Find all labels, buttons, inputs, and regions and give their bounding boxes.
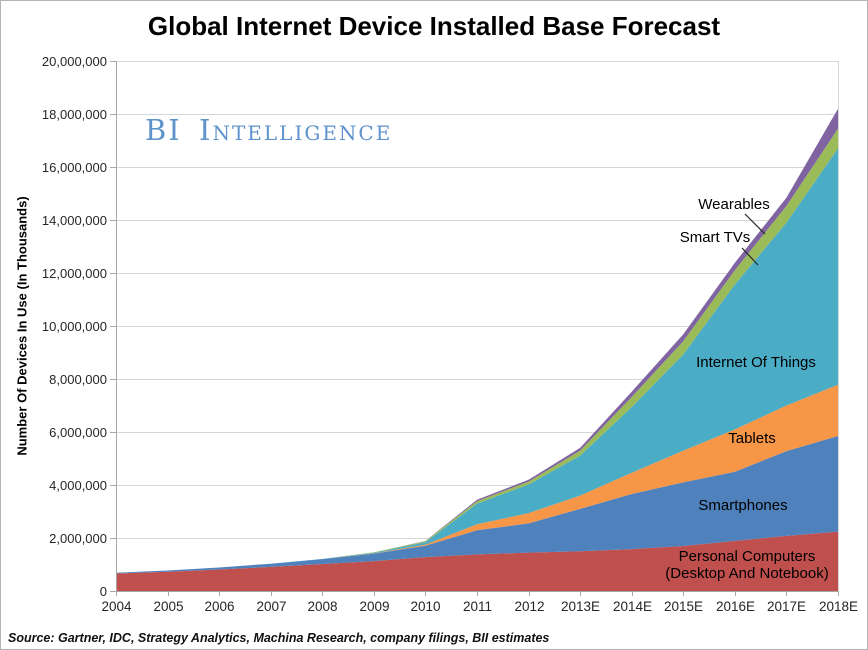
x-tick-label-2011: 2011	[463, 599, 492, 614]
y-tick-label-3: 6,000,000	[49, 425, 107, 440]
x-tick-label-2005: 2005	[153, 599, 183, 614]
series-label-tablets: Tablets	[728, 430, 776, 447]
area-internet-of-things	[116, 148, 838, 573]
y-tick-label-4: 8,000,000	[49, 372, 107, 387]
bi-intelligence-watermark: BI Intelligence	[145, 113, 393, 147]
x-tick-label-2016E: 2016E	[716, 599, 755, 614]
x-tick-label-2006: 2006	[204, 599, 234, 614]
x-tick-label-2013E: 2013E	[561, 599, 600, 614]
y-tick-label-2: 4,000,000	[49, 478, 107, 493]
x-tick-label-2017E: 2017E	[767, 599, 806, 614]
y-tick-label-0: 0	[100, 584, 107, 599]
y-tick-label-1: 2,000,000	[49, 531, 107, 546]
x-tick-label-2014E: 2014E	[613, 599, 652, 614]
y-tick-label-6: 12,000,000	[42, 266, 107, 281]
y-tick-label-7: 14,000,000	[42, 213, 107, 228]
y-tick-label-8: 16,000,000	[42, 160, 107, 175]
x-tick-label-2009: 2009	[359, 599, 389, 614]
series-label-smart-tvs: Smart TVs	[680, 229, 751, 246]
callout-line-smart-tvs	[741, 247, 759, 266]
x-tick-label-2018E: 2018E	[819, 599, 858, 614]
chart-title: Global Internet Device Installed Base Fo…	[147, 11, 721, 41]
x-tick-label-2004: 2004	[101, 599, 132, 614]
x-tick-label-2007: 2007	[256, 599, 286, 614]
area-personal-computers-desktop-and-notebook	[116, 531, 838, 591]
series-label-personal-computers-1: Personal Computers	[679, 548, 816, 565]
x-tick-label-2010: 2010	[410, 599, 440, 614]
callout-line-wearables	[744, 213, 766, 235]
y-tick-label-9: 18,000,000	[42, 107, 107, 122]
y-tick-label-10: 20,000,000	[42, 54, 107, 69]
x-tick-label-2008: 2008	[307, 599, 337, 614]
series-label-smartphones: Smartphones	[698, 497, 787, 514]
area-smartphones	[116, 436, 838, 574]
source-note: Source: Gartner, IDC, Strategy Analytics…	[8, 631, 550, 645]
series-label-internet-of-things: Internet Of Things	[696, 354, 816, 371]
series-label-wearables: Wearables	[698, 196, 769, 213]
x-tick-label-2012: 2012	[514, 599, 544, 614]
y-tick-label-5: 10,000,000	[42, 319, 107, 334]
series-label-personal-computers-2: (Desktop And Notebook)	[665, 565, 828, 582]
x-tick-label-2015E: 2015E	[664, 599, 703, 614]
area-tablets	[116, 384, 838, 573]
